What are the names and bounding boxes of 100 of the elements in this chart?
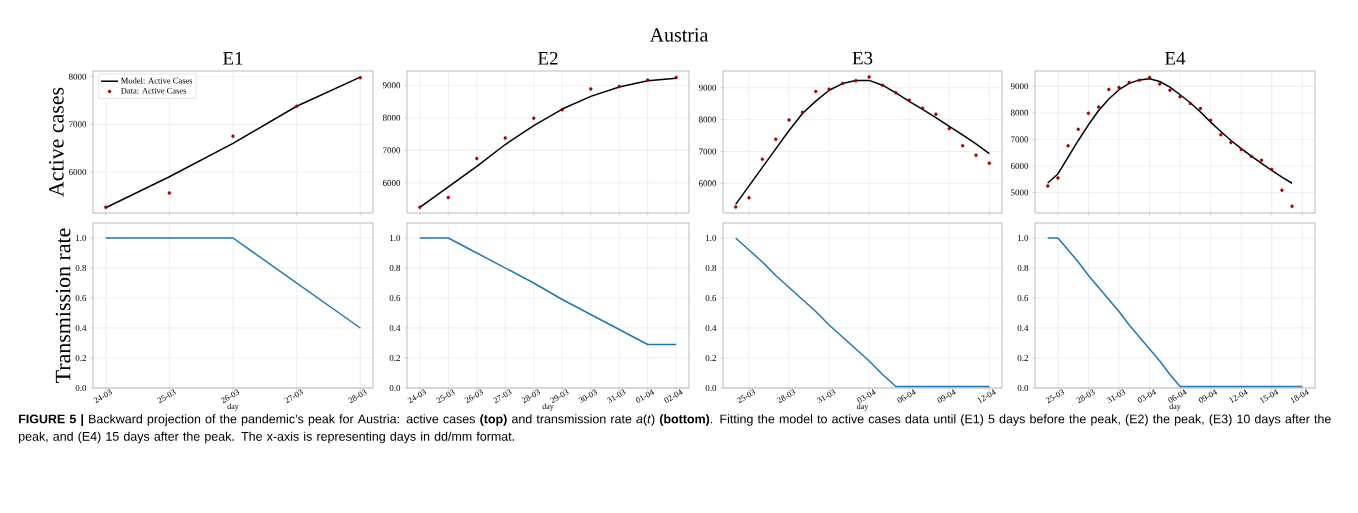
point <box>733 205 738 209</box>
point <box>1158 82 1162 86</box>
legend-label: Data: Active Cases <box>121 87 187 94</box>
point <box>1249 154 1254 159</box>
x-tick-label: 25-03 <box>157 389 176 404</box>
point <box>1219 132 1223 137</box>
x-tick-label: 25-03 <box>1045 389 1065 404</box>
x-tick-label: 18-04 <box>1290 389 1309 404</box>
point <box>880 83 885 87</box>
x-tick-label: 26-03 <box>220 389 240 404</box>
chart-title: E1 <box>223 52 243 65</box>
point <box>358 75 362 80</box>
y-axis-title: Transmission rate <box>55 228 71 383</box>
x-tick-label: 09-04 <box>937 389 956 403</box>
y-tick-label: 0.2 <box>1017 354 1028 362</box>
x-tick-label: 28-03 <box>348 389 367 404</box>
point <box>1127 80 1131 85</box>
y-tick-label: 0.4 <box>1017 324 1029 332</box>
point <box>1188 101 1192 106</box>
x-tick-label: 25-03 <box>436 389 455 404</box>
y-tick-label: 0.0 <box>1017 384 1029 392</box>
point <box>294 104 299 108</box>
x-tick-label: 26-03 <box>464 389 484 404</box>
point <box>1178 94 1182 99</box>
y-axis-title: Active cases <box>48 87 64 197</box>
y-tick-label: 0.8 <box>75 264 87 272</box>
y-tick-label: 0.8 <box>389 264 401 272</box>
point <box>960 144 965 148</box>
y-tick-label: 6000 <box>1010 162 1029 169</box>
chart-title: E2 <box>538 51 558 65</box>
point <box>1107 87 1111 92</box>
point <box>532 116 536 120</box>
x-tick-label: 31-03 <box>606 389 626 404</box>
y-tick-label: 0.2 <box>389 354 400 362</box>
y-tick-label: 0.8 <box>1017 264 1029 272</box>
point <box>1086 111 1091 116</box>
y-tick-label: 0.0 <box>75 384 87 392</box>
x-tick-label: 09-04 <box>1198 389 1218 403</box>
y-tick-label: 9000 <box>382 82 401 89</box>
x-tick-label: 28-03 <box>776 389 796 404</box>
x-tick-label: 15-04 <box>1260 389 1279 404</box>
y-tick-label: 7000 <box>1011 136 1029 143</box>
point <box>1117 85 1121 90</box>
point <box>503 136 507 140</box>
x-tick-label: 28-03 <box>521 389 541 404</box>
point <box>1076 127 1080 132</box>
y-tick-label: 0.4 <box>75 324 87 332</box>
point <box>894 91 898 95</box>
y-tick-label: 0.6 <box>1017 294 1029 302</box>
point <box>1056 176 1060 180</box>
point <box>1239 147 1243 152</box>
point <box>167 191 172 195</box>
point <box>1198 106 1203 111</box>
x-tick-label: 24-03 <box>93 389 112 404</box>
x-tick-label: 06-04 <box>897 389 916 403</box>
y-tick-label: 9000 <box>1010 83 1029 90</box>
point <box>617 84 621 89</box>
point <box>1066 144 1070 148</box>
legend-label: Model: Active Cases <box>121 77 193 84</box>
point <box>231 134 235 138</box>
point <box>920 106 925 110</box>
point <box>589 87 593 91</box>
point <box>827 87 831 92</box>
x-tick-label: 28-03 <box>1076 389 1095 404</box>
point <box>1290 204 1294 209</box>
x-tick-label: 30-03 <box>578 389 597 404</box>
point <box>475 156 479 161</box>
y-tick-label: 0.2 <box>75 354 86 362</box>
y-tick-label: 0.8 <box>705 264 717 272</box>
point <box>674 75 678 80</box>
line-series <box>419 77 677 209</box>
x-tick-label: 27-03 <box>284 389 303 404</box>
y-tick-label: 1.0 <box>1018 234 1029 242</box>
y-tick-label: 0.4 <box>705 324 717 332</box>
point <box>1259 158 1264 162</box>
y-tick-label: 7000 <box>383 147 401 154</box>
y-tick-label: 0.4 <box>389 324 401 332</box>
y-tick-label: 8000 <box>382 114 401 121</box>
point <box>1096 105 1101 109</box>
y-tick-label: 9000 <box>698 84 717 91</box>
point <box>947 126 951 131</box>
y-tick-label: 8000 <box>698 116 717 123</box>
point <box>646 78 650 82</box>
y-tick-label: 6000 <box>68 168 87 176</box>
x-tick-label: 27-03 <box>493 389 512 404</box>
y-tick-label: 5000 <box>1011 189 1029 196</box>
y-tick-label: 0.6 <box>389 294 401 302</box>
y-tick-label: 8000 <box>1010 109 1029 116</box>
point <box>987 161 992 165</box>
y-tick-label: 1.0 <box>390 234 401 242</box>
y-tick-label: 7000 <box>69 121 87 128</box>
point <box>934 112 938 116</box>
x-tick-label: 01-04 <box>635 389 655 403</box>
chart-title: E3 <box>852 51 873 65</box>
y-tick-label: 0.2 <box>705 354 716 362</box>
y-tick-label: 8000 <box>68 73 87 80</box>
point <box>1168 88 1172 92</box>
point <box>867 75 871 79</box>
text: FIGURE 5 | Backward projection of the pandemic’s peak for Austria: active cases (top) and transmission rate a(t) (bottom). Fitting the model to active cases data until (E1) 5 days before the peak, (E2) the peak, (E3) 10 days after the peak, and (E4) 15 days after the peak. The x-axis is representing days in dd/mm format. <box>19 414 1331 444</box>
text: Austria <box>649 28 709 42</box>
